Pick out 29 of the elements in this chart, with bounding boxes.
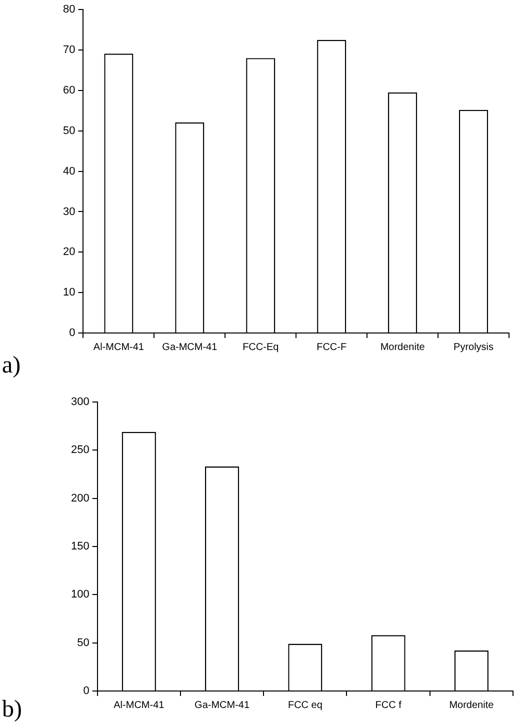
x-tick-label: FCC-F bbox=[316, 342, 347, 353]
y-tick-label: 200 bbox=[70, 492, 90, 504]
y-tick-label: 20 bbox=[62, 246, 76, 258]
y-tick-label: 50 bbox=[62, 124, 76, 137]
y-tick-label: 40 bbox=[62, 165, 76, 178]
y-tick-label: 10 bbox=[62, 286, 76, 299]
y-tick-label: 150 bbox=[70, 540, 90, 553]
x-tick-label: Ga-MCM-41 bbox=[162, 342, 218, 353]
x-tick-label: Al-MCM-41 bbox=[114, 700, 165, 711]
y-tick-label: 250 bbox=[70, 444, 90, 456]
x-tick-label: Mordenite bbox=[449, 700, 494, 711]
x-tick-label: Pyrolysis bbox=[454, 342, 494, 353]
y-tick-label: 0 bbox=[69, 327, 76, 340]
y-tick-label: 50 bbox=[77, 636, 90, 649]
x-tick-label: Al-MCM-41 bbox=[93, 342, 144, 353]
x-tick-label: FCC f bbox=[375, 700, 402, 711]
y-tick-label: 300 bbox=[70, 396, 90, 408]
x-tick-label: Ga-MCM-41 bbox=[194, 700, 250, 711]
text: a) bbox=[2, 352, 21, 378]
y-tick-label: 60 bbox=[62, 84, 76, 96]
x-tick-label: Mordenite bbox=[380, 342, 426, 353]
y-tick-label: 70 bbox=[62, 44, 76, 56]
y-tick-label: 80 bbox=[62, 4, 76, 16]
x-tick-label: FCC-Eq bbox=[242, 342, 279, 353]
y-tick-label: 30 bbox=[62, 206, 76, 218]
y-tick-label: 0 bbox=[83, 685, 90, 698]
y-tick-label: 100 bbox=[70, 588, 90, 601]
x-tick-label: FCC eq bbox=[288, 700, 322, 711]
text: b) bbox=[2, 696, 22, 722]
